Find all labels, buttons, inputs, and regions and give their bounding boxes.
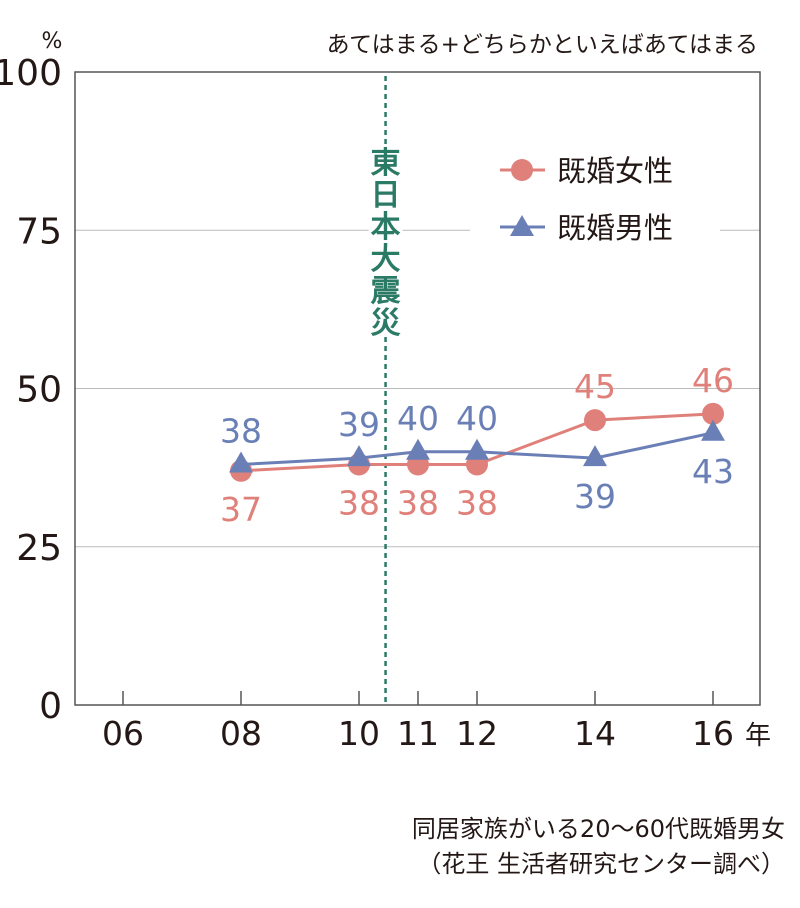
- y-tick-label: 50: [16, 370, 62, 411]
- y-axis-unit: %: [42, 29, 63, 54]
- data-label: 38: [456, 483, 498, 522]
- data-point-triangle: [347, 445, 371, 467]
- y-tick-label: 75: [16, 211, 62, 252]
- data-label: 39: [338, 405, 380, 444]
- legend-background: [470, 140, 720, 250]
- data-point-circle: [584, 409, 606, 432]
- series-married-men: 38 39 40 40 39 43: [220, 399, 734, 516]
- x-tick-label: 10: [338, 714, 380, 753]
- series-line: [240, 431, 714, 466]
- data-label: 38: [338, 483, 380, 522]
- annotation-char: 日: [371, 178, 401, 213]
- data-label: 40: [397, 399, 439, 438]
- legend-label: 既婚女性: [557, 154, 673, 188]
- data-label: 37: [220, 490, 262, 529]
- data-point-triangle: [229, 451, 253, 473]
- data-label: 39: [574, 477, 616, 516]
- x-tick-label: 14: [574, 714, 616, 753]
- annotation-char: 東: [371, 146, 401, 181]
- legend-label: 既婚男性: [557, 211, 673, 245]
- y-tick-label: 0: [39, 686, 62, 727]
- data-label: 45: [574, 367, 616, 406]
- y-tick-label: 100: [0, 53, 62, 94]
- annotation-char: 災: [371, 306, 402, 341]
- data-point-circle: [702, 402, 724, 425]
- x-tick-label: 16: [692, 714, 734, 753]
- x-axis-unit: 年: [745, 721, 771, 751]
- annotation-background: [368, 145, 403, 335]
- x-tick-label: 08: [220, 714, 262, 753]
- data-point-triangle: [465, 438, 489, 460]
- data-label: 38: [220, 411, 262, 450]
- data-label: 46: [692, 361, 734, 400]
- series-line: [240, 412, 714, 473]
- data-point-triangle: [701, 419, 725, 441]
- legend-circle-marker: [511, 159, 533, 181]
- chart-title: あてはまる+どちらかといえばあてはまる: [327, 32, 758, 58]
- annotation-char: 震: [371, 274, 402, 309]
- data-point-triangle: [583, 445, 607, 467]
- source-line-2: （花王 生活者研究センター調べ）: [417, 850, 785, 878]
- data-label: 40: [456, 399, 498, 438]
- x-tick-label: 06: [102, 714, 144, 753]
- data-label: 43: [692, 452, 734, 491]
- annotation-char: 本: [371, 210, 401, 245]
- data-label: 38: [397, 483, 439, 522]
- y-tick-label: 25: [16, 528, 62, 569]
- x-tick-label: 12: [456, 714, 498, 753]
- source-line-1: 同居家族がいる20〜60代既婚男女: [412, 815, 785, 843]
- data-point-triangle: [406, 438, 430, 460]
- x-tick-label: 11: [397, 714, 439, 753]
- annotation-char: 大: [371, 242, 401, 277]
- legend-triangle-marker: [510, 215, 534, 236]
- plot-frame: [74, 71, 761, 706]
